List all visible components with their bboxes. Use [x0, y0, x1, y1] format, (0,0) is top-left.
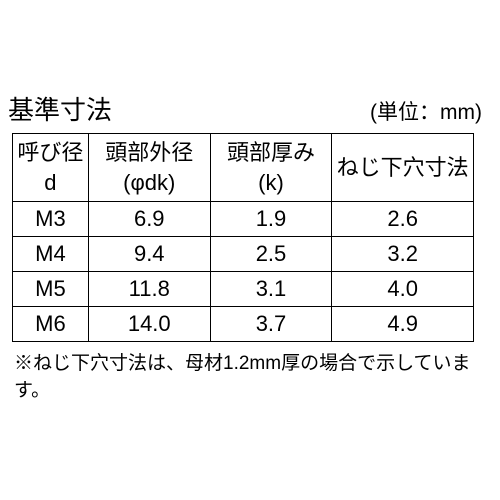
header-head-thickness: 頭部厚み (k) — [210, 134, 332, 202]
cell-k: 2.5 — [210, 237, 332, 272]
table-row: M4 9.4 2.5 3.2 — [13, 237, 474, 272]
header-head-diameter: 頭部外径 (φdk) — [88, 134, 210, 202]
cell-dk: 14.0 — [88, 307, 210, 342]
footnote: ※ねじ下穴寸法は、母材1.2mm厚の場合で示しています。 — [0, 342, 500, 402]
dimension-table-container: 基準寸法 (単位：mm) 呼び径 d 頭部外径 (φdk) 頭部厚み (k) ね… — [0, 90, 500, 402]
cell-k: 3.1 — [210, 272, 332, 307]
cell-dk: 11.8 — [88, 272, 210, 307]
cell-d: M3 — [13, 202, 89, 237]
unit-label: (単位：mm) — [370, 96, 482, 126]
cell-hole: 2.6 — [332, 202, 474, 237]
header-hole-dimension: ねじ下穴寸法 — [332, 134, 474, 202]
cell-d: M5 — [13, 272, 89, 307]
table-header-row: 呼び径 d 頭部外径 (φdk) 頭部厚み (k) ねじ下穴寸法 — [13, 134, 474, 202]
cell-k: 1.9 — [210, 202, 332, 237]
cell-hole: 3.2 — [332, 237, 474, 272]
cell-dk: 6.9 — [88, 202, 210, 237]
table-row: M6 14.0 3.7 4.9 — [13, 307, 474, 342]
cell-hole: 4.9 — [332, 307, 474, 342]
cell-d: M4 — [13, 237, 89, 272]
cell-k: 3.7 — [210, 307, 332, 342]
cell-d: M6 — [13, 307, 89, 342]
table-title: 基準寸法 — [8, 90, 112, 127]
header-row: 基準寸法 (単位：mm) — [0, 90, 500, 133]
table-row: M5 11.8 3.1 4.0 — [13, 272, 474, 307]
header-diameter: 呼び径 d — [13, 134, 89, 202]
cell-hole: 4.0 — [332, 272, 474, 307]
dimension-table: 呼び径 d 頭部外径 (φdk) 頭部厚み (k) ねじ下穴寸法 M3 6 — [12, 133, 474, 342]
table-body: M3 6.9 1.9 2.6 M4 9.4 2.5 3.2 M5 11.8 3.… — [13, 202, 474, 342]
cell-dk: 9.4 — [88, 237, 210, 272]
table-row: M3 6.9 1.9 2.6 — [13, 202, 474, 237]
